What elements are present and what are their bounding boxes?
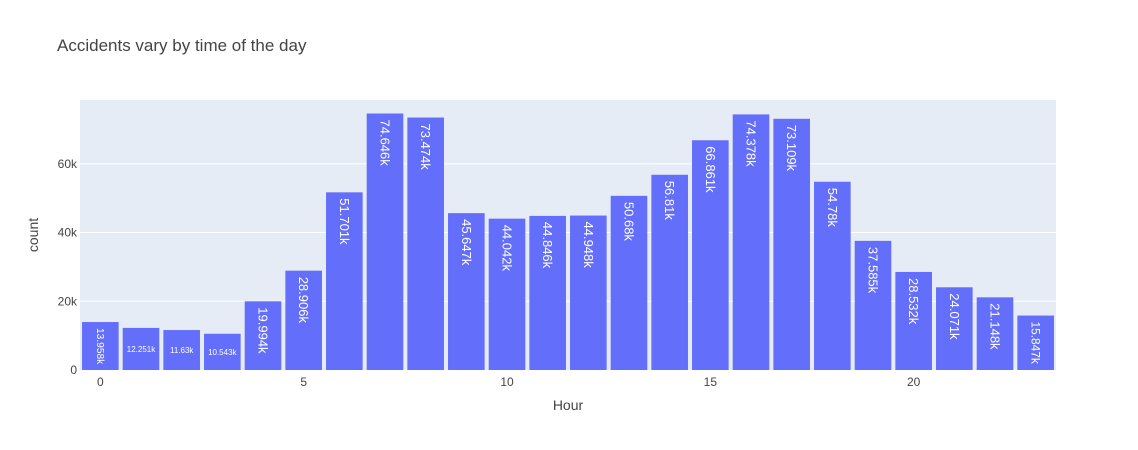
bar-hour-6[interactable] bbox=[326, 192, 363, 370]
bar-hour-4[interactable] bbox=[244, 301, 282, 370]
bar-label: 28.906k bbox=[296, 277, 311, 324]
chart-title: Accidents vary by time of the day bbox=[57, 36, 307, 55]
bar-hour-14[interactable] bbox=[651, 174, 688, 370]
bar-labels: 13.958k 12.251k 11.63k 10.543k 19.994k 28.906… bbox=[94, 120, 1043, 366]
bar-label: 44.042k bbox=[499, 225, 514, 272]
plot-area bbox=[80, 100, 1056, 370]
bar-label: 19.994k bbox=[255, 307, 270, 354]
x-tick-label: 20 bbox=[907, 375, 921, 389]
bar-hour-0[interactable] bbox=[82, 322, 119, 370]
bar-hour-22[interactable] bbox=[976, 297, 1014, 370]
y-axis-ticks: 0 20k 40k 60k bbox=[58, 157, 78, 377]
bar-label: 74.646k bbox=[377, 120, 392, 167]
x-tick-label: 15 bbox=[704, 375, 718, 389]
bar-label: 56.81k bbox=[662, 181, 677, 221]
bar-label: 28.532k bbox=[906, 278, 921, 325]
x-tick-label: 0 bbox=[97, 375, 104, 389]
bar-hour-20[interactable] bbox=[895, 271, 932, 370]
bar-hour-19[interactable] bbox=[854, 240, 892, 370]
bar-hour-13[interactable] bbox=[610, 195, 648, 370]
y-tick-label: 20k bbox=[58, 294, 78, 308]
y-tick-label: 0 bbox=[70, 363, 77, 377]
bar-label: 21.148k bbox=[988, 303, 1003, 350]
bar-hour-21[interactable] bbox=[936, 287, 973, 370]
bar-hour-5[interactable] bbox=[285, 270, 322, 370]
bar-label: 74.378k bbox=[744, 120, 759, 167]
bar-label: 54.78k bbox=[825, 188, 840, 228]
bar-hour-10[interactable] bbox=[488, 218, 526, 370]
bar-hour-3[interactable] bbox=[204, 333, 241, 370]
x-tick-label: 10 bbox=[500, 375, 514, 389]
gridlines bbox=[80, 163, 1056, 302]
bar-hour-9[interactable] bbox=[448, 213, 485, 370]
bar-label: 44.948k bbox=[581, 222, 596, 269]
bar-label: 24.071k bbox=[947, 293, 962, 340]
x-axis-ticks: 0 5 10 15 20 bbox=[97, 375, 921, 389]
bar-hour-16[interactable] bbox=[732, 114, 770, 371]
bar-hour-15[interactable] bbox=[692, 140, 729, 370]
bar-label: 44.846k bbox=[540, 222, 555, 269]
bar-label: 66.861k bbox=[703, 146, 718, 193]
bar-label: 73.109k bbox=[784, 125, 799, 172]
x-tick-label: 5 bbox=[300, 375, 307, 389]
bar-label: 10.543k bbox=[208, 348, 237, 357]
y-tick-label: 40k bbox=[58, 226, 78, 240]
bar-label: 12.251k bbox=[127, 345, 156, 354]
bar-label: 50.68k bbox=[622, 202, 637, 242]
bar-hour-7[interactable] bbox=[366, 113, 404, 371]
bar-hour-1[interactable] bbox=[122, 327, 160, 370]
bar-hour-11[interactable] bbox=[529, 215, 566, 370]
bar-hour-23[interactable] bbox=[1017, 315, 1054, 370]
y-axis-title: count bbox=[25, 218, 41, 252]
bar-hour-12[interactable] bbox=[570, 215, 607, 370]
bar-label: 15.847k bbox=[1029, 322, 1043, 364]
bar-label: 11.63k bbox=[170, 346, 194, 355]
bar-label: 13.958k bbox=[94, 328, 105, 365]
bar-label: 45.647k bbox=[459, 219, 474, 266]
bar-hour-18[interactable] bbox=[814, 181, 851, 370]
bar-hour-2[interactable] bbox=[163, 330, 200, 370]
x-axis-title: Hour bbox=[553, 397, 584, 413]
y-tick-label: 60k bbox=[58, 157, 78, 171]
bar-label: 51.701k bbox=[337, 198, 352, 245]
bars bbox=[82, 113, 1054, 371]
bar-label: 37.585k bbox=[866, 247, 881, 294]
bar-hour-8[interactable] bbox=[407, 117, 444, 370]
bar-hour-17[interactable] bbox=[773, 118, 810, 370]
bar-label: 73.474k bbox=[418, 124, 433, 171]
